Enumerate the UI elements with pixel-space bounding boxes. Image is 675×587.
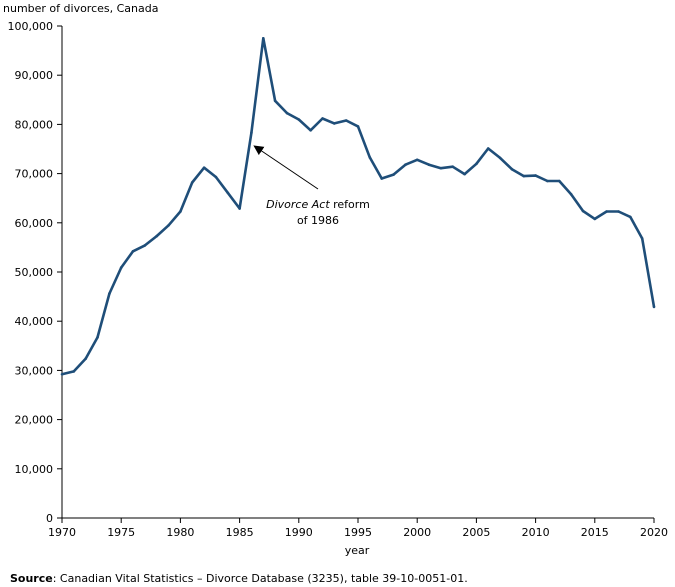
data-point: [309, 129, 312, 132]
data-point: [498, 156, 502, 160]
data-point: [72, 370, 76, 373]
y-axis-title: number of divorces, Canada: [3, 2, 158, 15]
data-point: [368, 156, 372, 159]
data-point: [534, 174, 537, 177]
data-point: [108, 292, 111, 295]
y-tick-label: 60,000: [15, 217, 54, 230]
data-point: [119, 266, 123, 269]
data-points: [60, 37, 656, 376]
x-tick-label: 1970: [48, 526, 76, 539]
data-point: [321, 117, 324, 120]
y-tick-label: 20,000: [15, 414, 54, 427]
y-tick-label: 80,000: [15, 118, 54, 131]
data-point: [262, 37, 265, 40]
data-point: [60, 373, 64, 376]
data-point: [605, 210, 608, 213]
data-point: [451, 165, 455, 168]
data-point: [273, 99, 277, 103]
data-point: [333, 122, 336, 125]
x-tick-label: 1995: [344, 526, 372, 539]
y-tick-label: 70,000: [15, 168, 54, 181]
data-point: [404, 163, 407, 166]
data-point: [285, 111, 289, 115]
x-tick-label: 1985: [226, 526, 254, 539]
data-point: [463, 172, 466, 176]
data-point: [380, 177, 384, 180]
y-tick-label: 90,000: [15, 69, 54, 82]
data-point: [143, 244, 147, 247]
x-tick-label: 1990: [285, 526, 313, 539]
data-point: [202, 166, 206, 169]
data-point: [214, 175, 218, 179]
data-point: [629, 215, 632, 219]
data-point: [439, 166, 443, 170]
source-text: : Canadian Vital Statistics – Divorce Da…: [52, 572, 468, 585]
data-point: [593, 217, 597, 221]
x-tick-label: 2020: [640, 526, 668, 539]
data-point: [475, 162, 478, 166]
annotation-label-line2: of 1986: [297, 214, 339, 227]
y-tick-label: 50,000: [15, 266, 54, 279]
data-point: [297, 118, 301, 121]
data-point: [569, 193, 573, 196]
data-point: [167, 224, 170, 227]
data-point: [344, 119, 348, 122]
x-tick-label: 2000: [403, 526, 431, 539]
data-point: [546, 179, 549, 183]
x-tick-label: 2005: [462, 526, 490, 539]
y-axis: 0 10,000 20,000 30,000 40,000 50,000 60,000 70,…: [8, 20, 62, 525]
y-tick-label: 10,000: [15, 463, 54, 476]
data-point: [522, 174, 526, 178]
data-point: [510, 167, 514, 171]
data-point: [640, 237, 644, 240]
x-tick-label: 2015: [581, 526, 609, 539]
x-tick-label: 1975: [107, 526, 135, 539]
data-point: [652, 305, 656, 309]
data-point: [250, 131, 253, 135]
y-tick-label: 30,000: [15, 364, 54, 377]
x-axis-title: year: [345, 544, 370, 557]
x-tick-label: 2010: [522, 526, 550, 539]
source-note: Source: Canadian Vital Statistics – Divo…: [10, 572, 468, 585]
data-point: [131, 250, 135, 253]
data-point: [238, 207, 241, 210]
data-point: [96, 336, 99, 339]
y-tick-label: 0: [46, 512, 53, 525]
data-point: [84, 357, 87, 360]
x-axis: 1970 1975 1980 1985 1990 1995 2000 2005 2010 2015…: [48, 518, 668, 539]
data-point: [617, 210, 620, 213]
annotation-arrow: [253, 145, 319, 190]
data-point: [226, 191, 230, 195]
data-point: [155, 234, 158, 238]
data-point: [486, 147, 490, 150]
y-tick-label: 40,000: [15, 315, 54, 328]
data-point: [392, 173, 395, 176]
data-point: [356, 125, 360, 128]
data-point: [179, 210, 182, 213]
data-point: [190, 181, 194, 184]
data-point: [581, 209, 585, 213]
data-point: [415, 158, 419, 162]
data-point: [558, 179, 561, 183]
x-tick-label: 1980: [166, 526, 194, 539]
y-tick-label: 100,000: [8, 20, 54, 33]
annotation-label: Divorce Act reform: [266, 198, 370, 211]
data-point: [427, 163, 431, 166]
source-label: Source: [10, 572, 53, 585]
